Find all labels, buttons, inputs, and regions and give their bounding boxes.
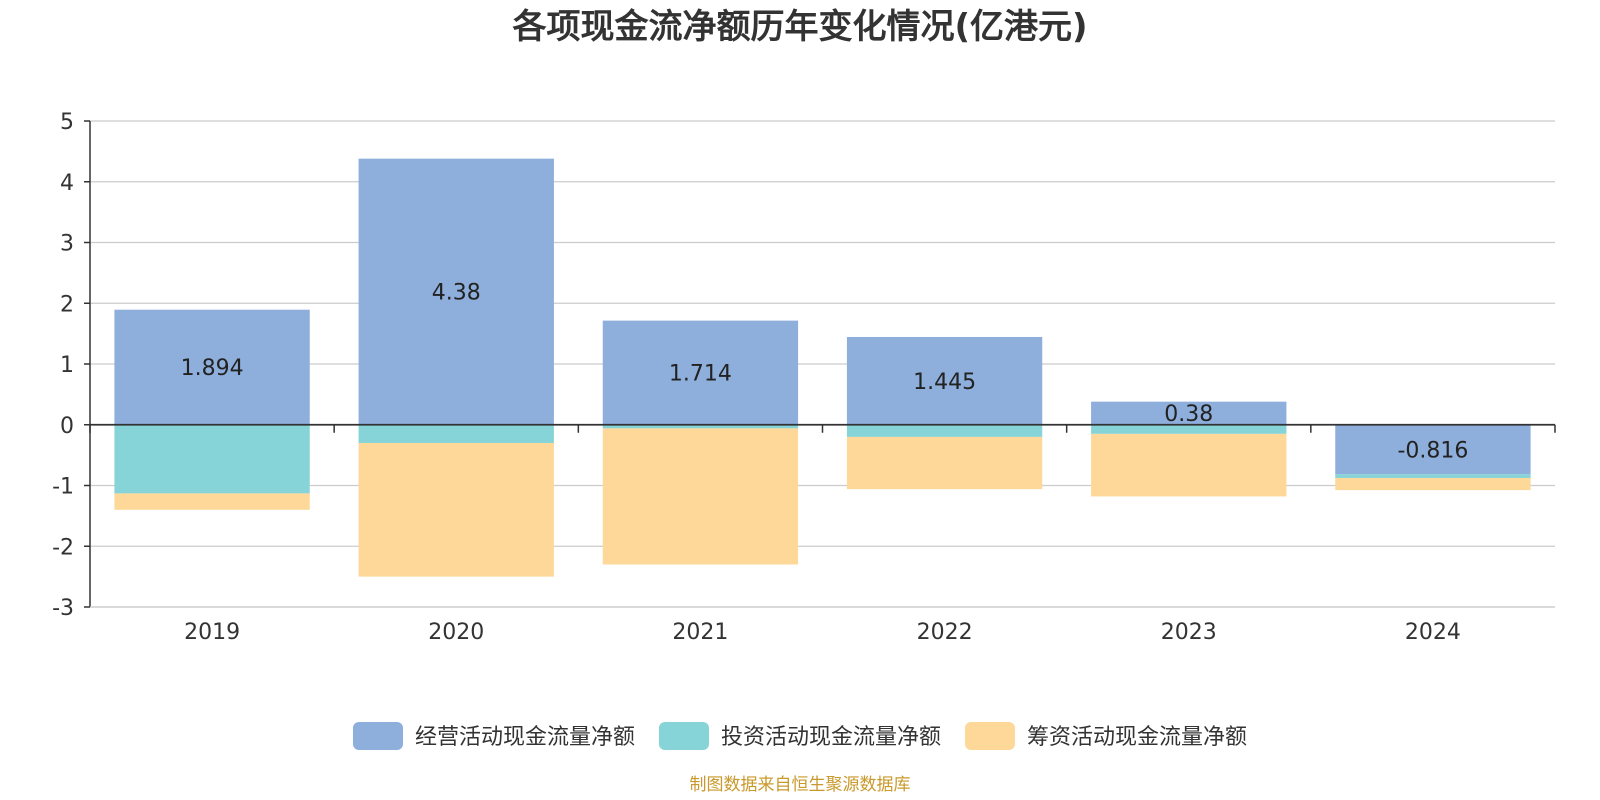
legend: 经营活动现金流量净额 投资活动现金流量净额 筹资活动现金流量净额: [352, 722, 1247, 750]
legend-swatch: [658, 722, 709, 750]
axis-layer: 5 4 3 2 1 0 -1 -2 -3 2019 2020 2021 2022 2023 2024: [52, 110, 1556, 645]
y-tick-label: -1: [52, 475, 74, 500]
bar-series3-2022: [846, 436, 1043, 490]
legend-swatch: [965, 722, 1016, 750]
y-tick-label: 3: [60, 232, 74, 257]
bar-series2-2021: [602, 424, 799, 429]
legend-label: 筹资活动现金流量净额: [1027, 725, 1247, 750]
bar-series2-2022: [846, 424, 1043, 437]
legend-swatch: [352, 722, 403, 750]
label-layer: 1.894 4.38 1.714 1.445 0.38 -0.816: [181, 281, 1469, 464]
bar-series1-2019: [114, 309, 310, 425]
data-label-2024: -0.816: [1397, 439, 1468, 464]
data-label-2023: 0.38: [1164, 402, 1213, 427]
y-tick-label: -3: [52, 596, 74, 621]
bar-series1-2020: [358, 158, 554, 425]
x-tick-label: 2023: [1161, 620, 1217, 645]
bar-series3-2021: [602, 428, 799, 565]
bar-series2-2024: [1335, 474, 1531, 478]
y-tick-label: 4: [60, 171, 74, 196]
grid-layer: [90, 120, 1555, 608]
bar-series1-2024: [1335, 424, 1531, 475]
bar-series1-2023: [1091, 401, 1287, 425]
bar-series2-2020: [358, 424, 554, 443]
y-tick-label: -2: [52, 535, 74, 560]
chart-title: 各项现金流净额历年变化情况(亿港元): [512, 7, 1087, 47]
data-label-2020: 4.38: [432, 281, 481, 306]
bar-series3-2019: [114, 493, 310, 510]
y-tick-label: 5: [60, 110, 74, 135]
data-label-2021: 1.714: [669, 362, 732, 387]
bar-series3-2024: [1335, 477, 1531, 491]
x-tick-label: 2024: [1405, 620, 1461, 645]
x-tick-label: 2021: [672, 620, 728, 645]
legend-label: 经营活动现金流量净额: [415, 725, 635, 750]
bar-series1-2021: [602, 320, 799, 425]
x-tick-label: 2020: [428, 620, 484, 645]
legend-item-1[interactable]: 经营活动现金流量净额: [352, 722, 635, 750]
bar-series2-2023: [1091, 424, 1287, 434]
y-tick-label: 2: [60, 292, 74, 317]
x-tick-label: 2019: [184, 620, 240, 645]
x-tick-label: 2022: [917, 620, 973, 645]
bar-series1-2022: [846, 336, 1043, 425]
bar-series2-2019: [114, 424, 310, 494]
bar-series3-2023: [1091, 433, 1287, 497]
data-label-2022: 1.445: [913, 370, 976, 395]
source-note: 制图数据来自恒生聚源数据库: [690, 775, 911, 795]
data-label-2019: 1.894: [181, 356, 244, 381]
bar-series3-2020: [358, 442, 554, 577]
y-tick-label: 0: [60, 414, 74, 439]
bar-layer: [114, 158, 1531, 577]
y-tick-label: 1: [60, 353, 74, 378]
legend-label: 投资活动现金流量净额: [721, 725, 941, 750]
legend-item-2[interactable]: 投资活动现金流量净额: [658, 722, 941, 750]
legend-item-3[interactable]: 筹资活动现金流量净额: [965, 722, 1247, 750]
